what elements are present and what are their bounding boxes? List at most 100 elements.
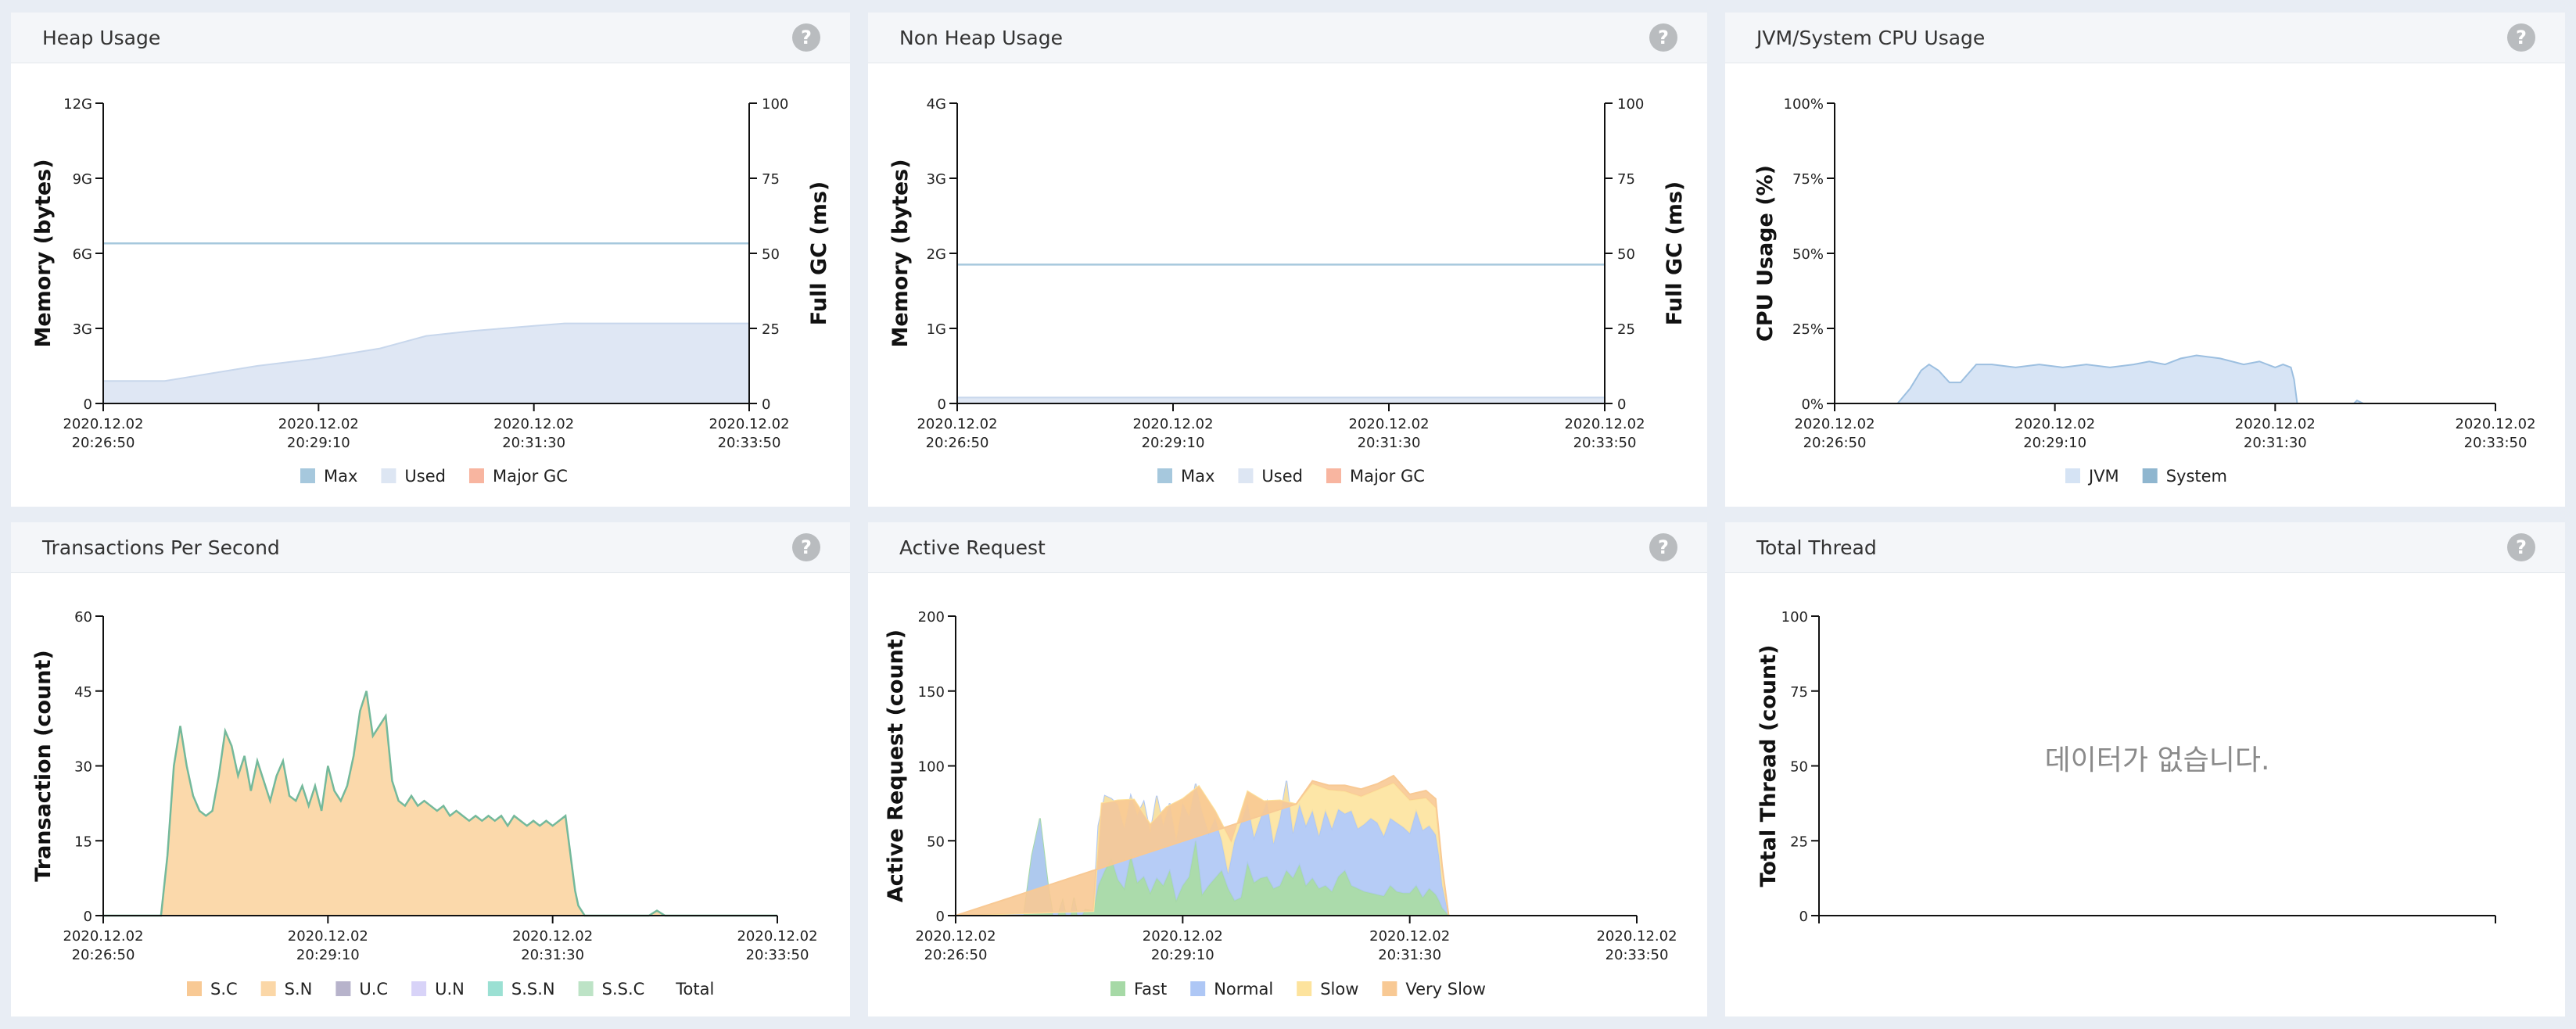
y-axis-label: Transaction (count) (31, 650, 56, 881)
x-tick-time: 20:26:50 (1803, 435, 1867, 451)
x-tick-time: 20:31:30 (2244, 435, 2307, 451)
y2-tick-label: 75 (762, 171, 780, 188)
help-icon[interactable]: ? (792, 533, 820, 561)
x-tick-time: 20:29:10 (296, 947, 360, 963)
non-heap-usage-chart: 0 1G 2G 3G 4G 0 25 50 75 100 2020.12.02 20:26:50 202… (888, 96, 1687, 486)
y-tick-label: 6G (73, 246, 92, 263)
y2-tick-label: 100 (1617, 96, 1644, 113)
x-tick-date: 2020.12.02 (1132, 416, 1213, 432)
y-tick-label: 50% (1792, 246, 1824, 263)
y2-tick-label: 25 (762, 321, 780, 338)
series-line-very-slow (955, 774, 1637, 916)
legend-label: S.N (285, 980, 313, 999)
panel-title: Active Request (899, 536, 1046, 559)
y-axis-label: Active Request (count) (884, 629, 908, 902)
legend-swatch (1382, 981, 1397, 996)
legend-label: Max (1181, 467, 1214, 486)
legend-label: S.S.C (602, 980, 645, 999)
total-thread-panel: Total Thread ? 0 25 50 75 100 Total Thread (c… (1725, 522, 2565, 1016)
y2-tick-label: 75 (1617, 171, 1635, 188)
x-tick-time: 20:26:50 (72, 947, 135, 963)
heap-usage-chart: 0 3G 6G 9G 12G 0 25 50 75 100 2020.12.02 20:26:50 20… (31, 96, 831, 486)
x-tick-date: 2020.12.02 (288, 928, 368, 945)
panel-header: Total Thread ? (1725, 522, 2565, 573)
series-area-very-slow (956, 775, 1637, 916)
x-tick-date: 2020.12.02 (63, 416, 143, 432)
x-tick-time: 20:33:50 (1606, 947, 1669, 963)
panel-title: Transactions Per Second (42, 536, 280, 559)
x-tick-time: 20:29:10 (2023, 435, 2086, 451)
y-tick-label: 12G (63, 96, 92, 113)
x-tick-date: 2020.12.02 (278, 416, 359, 432)
y-tick-label: 100 (918, 759, 945, 776)
legend-label: Normal (1214, 980, 1273, 999)
help-icon[interactable]: ? (2507, 23, 2535, 52)
series-area-normal (956, 780, 1637, 916)
series-line-used (103, 322, 749, 382)
legend-label: U.C (359, 980, 388, 999)
active-request-panel: Active Request ? 0 50 100 150 200 2020.12.02 2… (868, 522, 1707, 1016)
tps-chart: 0 15 30 45 60 2020.12.02 20:26:50 2020.12.02 20:… (31, 609, 818, 999)
y-tick-label: 0 (936, 909, 945, 925)
cpu-usage-panel: JVM/System CPU Usage ? 0% 25% 50% 75% 100% 20… (1725, 13, 2565, 507)
legend-swatch (487, 981, 503, 996)
legend-swatch (335, 981, 351, 996)
x-tick-time: 20:31:30 (1378, 947, 1441, 963)
legend-swatch (260, 981, 276, 996)
x-tick-date: 2020.12.02 (737, 928, 817, 945)
x-tick-time: 20:31:30 (502, 435, 565, 451)
y2-axis-label: Full GC (ms) (1663, 181, 1687, 326)
series-line-total (103, 690, 777, 917)
non-heap-usage-panel: Non Heap Usage ? 0 1G 2G 3G 4G 0 25 50 75 100 2020… (868, 13, 1707, 507)
legend-swatch (1190, 981, 1206, 996)
panel-title: Total Thread (1756, 536, 1877, 559)
y2-tick-label: 0 (1617, 396, 1626, 413)
active-request-chart: 0 50 100 150 200 2020.12.02 20:26:50 2020.12.02… (884, 609, 1677, 999)
x-tick-time: 20:29:10 (1151, 947, 1214, 963)
panel-title: Heap Usage (42, 27, 161, 49)
x-tick-time: 20:33:50 (2464, 435, 2528, 451)
x-tick-time: 20:33:50 (1573, 435, 1637, 451)
y-tick-label: 0 (84, 909, 92, 925)
legend-label: JVM (2087, 467, 2119, 486)
y2-tick-label: 50 (762, 246, 780, 263)
y-axis-label: Memory (bytes) (888, 159, 913, 347)
y-tick-label: 75 (1790, 684, 1808, 701)
y-tick-label: 0 (84, 396, 92, 413)
y-tick-label: 50 (927, 834, 945, 850)
help-icon[interactable]: ? (792, 23, 820, 52)
legend-swatch (468, 468, 484, 483)
legend-swatch (578, 981, 594, 996)
legend-label: Used (1261, 467, 1303, 486)
legend-swatch (1238, 468, 1254, 483)
panel-header: JVM/System CPU Usage ? (1725, 13, 2565, 63)
x-tick-time: 20:33:50 (746, 947, 809, 963)
total-thread-chart: 0 25 50 75 100 Total Thread (count) 데이터가 없습니다. (1756, 609, 2496, 925)
series-area-jvm (1835, 355, 2495, 403)
x-tick-time: 20:29:10 (287, 435, 350, 451)
legend-label: Major GC (493, 467, 568, 486)
legend-swatch (1297, 981, 1312, 996)
x-tick-date: 2020.12.02 (917, 416, 997, 432)
help-icon[interactable]: ? (2507, 533, 2535, 561)
y2-tick-label: 0 (762, 396, 770, 413)
y2-tick-label: 50 (1617, 246, 1635, 263)
legend-swatch (2142, 468, 2158, 483)
x-tick-date: 2020.12.02 (1369, 928, 1450, 945)
y-tick-label: 50 (1790, 759, 1808, 776)
x-tick-time: 20:26:50 (924, 947, 988, 963)
legend-swatch (1110, 981, 1125, 996)
x-tick-date: 2020.12.02 (1794, 416, 1875, 432)
help-icon[interactable]: ? (1649, 533, 1677, 561)
x-tick-time: 20:26:50 (926, 435, 989, 451)
series-area-used (103, 323, 749, 403)
x-tick-time: 20:31:30 (521, 947, 584, 963)
legend-label: S.C (210, 980, 238, 999)
x-tick-date: 2020.12.02 (1596, 928, 1677, 945)
panel-header: Transactions Per Second ? (11, 522, 850, 573)
heap-usage-panel: Heap Usage ? 0 3G 6G 9G 12G 0 25 50 75 100 2020.12… (11, 13, 850, 507)
x-tick-date: 2020.12.02 (2235, 416, 2316, 432)
legend-label: Max (324, 467, 357, 486)
help-icon[interactable]: ? (1649, 23, 1677, 52)
y-tick-label: 9G (73, 171, 92, 188)
